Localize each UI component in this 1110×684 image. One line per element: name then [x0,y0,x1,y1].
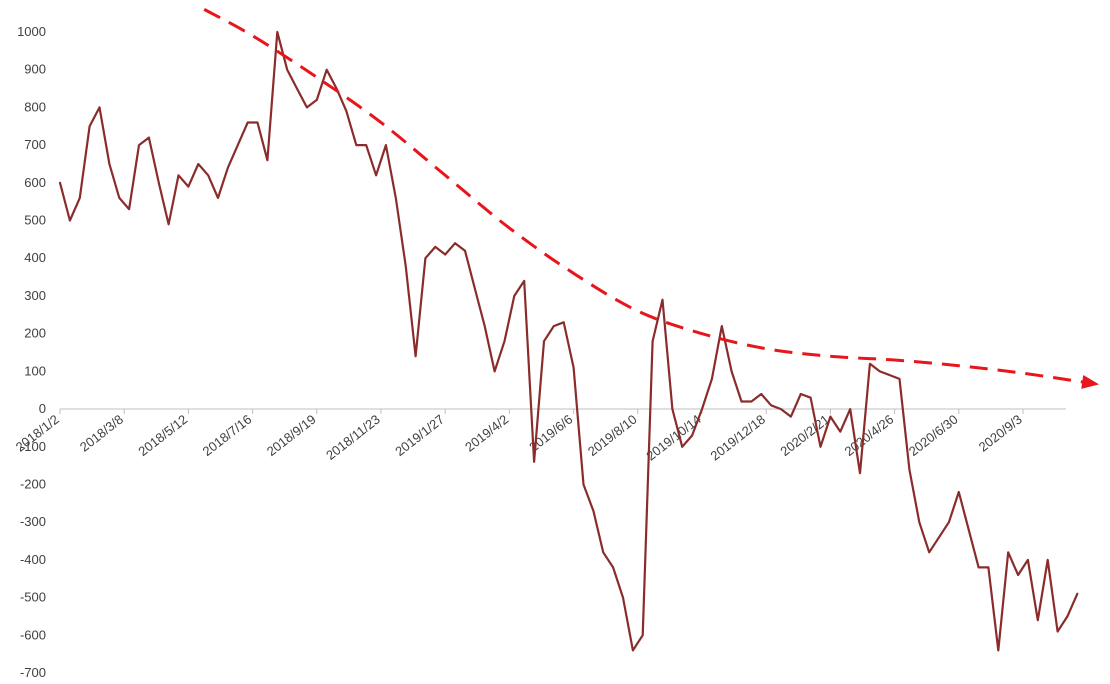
x-tick-label: 2020/4/26 [842,412,897,459]
x-tick-label: 2018/7/16 [200,412,255,459]
y-tick-label: 700 [24,137,46,152]
y-tick-label: 900 [24,62,46,77]
y-tick-label: 600 [24,175,46,190]
trend-line [203,8,1088,385]
x-axis-tick-marks [59,409,1024,415]
y-tick-label: 1000 [17,24,46,39]
x-tick-label: 2018/11/23 [323,412,383,463]
y-axis: 10009008007006005004003002001000-100-200… [17,24,46,680]
y-tick-label: -300 [20,514,46,529]
x-tick-label: 2019/1/27 [392,412,447,459]
y-tick-label: -400 [20,552,46,567]
y-tick-label: 800 [24,99,46,114]
y-tick-label: 100 [24,363,46,378]
x-axis: 2018/1/2 2018/3/8 2018/5/12 2018/7/16 2018/9… [13,412,1025,464]
x-tick-label: 2018/3/8 [77,412,126,455]
y-tick-label: 500 [24,213,46,228]
trend-arrowhead [1081,375,1100,389]
y-tick-label: 300 [24,288,46,303]
y-tick-label: -200 [20,476,46,491]
x-tick-label: 2020/6/30 [906,412,961,459]
x-tick-label: 2019/12/18 [708,412,769,464]
y-tick-label: -500 [20,590,46,605]
y-tick-label: -600 [20,627,46,642]
y-tick-label: 200 [24,326,46,341]
series-layer [58,8,1100,652]
x-tick-label: 2020/9/3 [976,412,1025,455]
x-tick-label: 2019/4/2 [462,412,511,455]
x-tick-label: 2019/8/10 [585,412,640,459]
y-tick-label: -100 [20,439,46,454]
y-tick-label: 0 [39,401,46,416]
y-tick-label: 400 [24,250,46,265]
x-tick-label: 2019/10/14 [643,412,704,464]
x-tick-label: 2018/9/19 [264,412,319,459]
x-tick-label: 2018/5/12 [135,412,190,459]
y-tick-label: -700 [20,665,46,680]
series-line [58,30,1079,652]
